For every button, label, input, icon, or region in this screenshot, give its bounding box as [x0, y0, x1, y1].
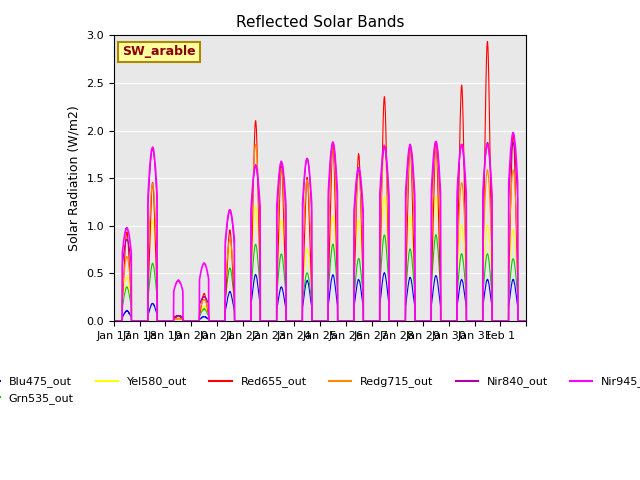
Nir840_out [522, 318, 530, 324]
Red655_out [443, 318, 451, 324]
Blu475_out [444, 318, 451, 324]
Yel580_out [522, 318, 530, 324]
Grn535_out [110, 318, 118, 324]
Title: Reflected Solar Bands: Reflected Solar Bands [236, 15, 404, 30]
Nir840_out [516, 318, 524, 324]
Line: Redg715_out: Redg715_out [114, 144, 526, 321]
Line: Blu475_out: Blu475_out [114, 273, 526, 321]
Y-axis label: Solar Radiation (W/m2): Solar Radiation (W/m2) [68, 105, 81, 251]
Grn535_out [432, 232, 440, 238]
Red655_out [151, 232, 159, 238]
Blu475_out [516, 318, 524, 324]
Red655_out [240, 318, 248, 324]
Redg715_out [432, 142, 440, 147]
Nir945_out [443, 318, 451, 324]
Redg715_out [151, 210, 159, 216]
Grn535_out [151, 275, 159, 280]
Nir945_out [110, 318, 118, 324]
Red655_out [516, 318, 524, 324]
Grn535_out [516, 318, 524, 324]
Redg715_out [516, 318, 524, 324]
Blu475_out [522, 318, 530, 324]
Redg715_out [444, 318, 451, 324]
Nir840_out [344, 318, 351, 324]
Grn535_out [344, 318, 351, 324]
Nir945_out [151, 161, 159, 167]
Blu475_out [344, 318, 351, 324]
Yel580_out [240, 318, 248, 324]
Nir840_out [444, 318, 451, 324]
Redg715_out [240, 318, 248, 324]
Blu475_out [381, 270, 388, 276]
Nir945_out [344, 318, 351, 324]
Line: Nir840_out: Nir840_out [114, 142, 526, 321]
Grn535_out [444, 318, 451, 324]
Blu475_out [467, 318, 474, 324]
Nir945_out [467, 318, 474, 324]
Nir840_out [110, 318, 118, 324]
Blu475_out [240, 318, 248, 324]
Yel580_out [467, 318, 474, 324]
Nir945_out [509, 130, 517, 135]
Red655_out [110, 318, 118, 324]
Nir840_out [151, 166, 159, 171]
Legend: Blu475_out, Grn535_out, Yel580_out, Red655_out, Redg715_out, Nir840_out, Nir945_: Blu475_out, Grn535_out, Yel580_out, Red6… [0, 372, 640, 408]
Yel580_out [151, 239, 159, 245]
Nir945_out [240, 318, 248, 324]
Line: Grn535_out: Grn535_out [114, 235, 526, 321]
Red655_out [484, 38, 492, 44]
Line: Nir945_out: Nir945_out [114, 132, 526, 321]
Redg715_out [522, 318, 530, 324]
Nir840_out [329, 139, 337, 145]
Grn535_out [522, 318, 530, 324]
Yel580_out [432, 193, 440, 199]
Grn535_out [467, 318, 474, 324]
Blu475_out [151, 306, 159, 312]
Grn535_out [240, 318, 248, 324]
Yel580_out [110, 318, 118, 324]
Redg715_out [110, 318, 118, 324]
Nir945_out [516, 318, 524, 324]
Red655_out [522, 318, 530, 324]
Yel580_out [344, 318, 351, 324]
Blu475_out [110, 318, 118, 324]
Redg715_out [467, 318, 474, 324]
Nir945_out [522, 318, 530, 324]
Yel580_out [516, 318, 524, 324]
Line: Red655_out: Red655_out [114, 41, 526, 321]
Line: Yel580_out: Yel580_out [114, 196, 526, 321]
Nir840_out [240, 318, 248, 324]
Redg715_out [344, 318, 351, 324]
Nir840_out [467, 318, 474, 324]
Red655_out [467, 318, 474, 324]
Text: SW_arable: SW_arable [122, 45, 196, 58]
Yel580_out [444, 318, 451, 324]
Red655_out [344, 318, 351, 324]
